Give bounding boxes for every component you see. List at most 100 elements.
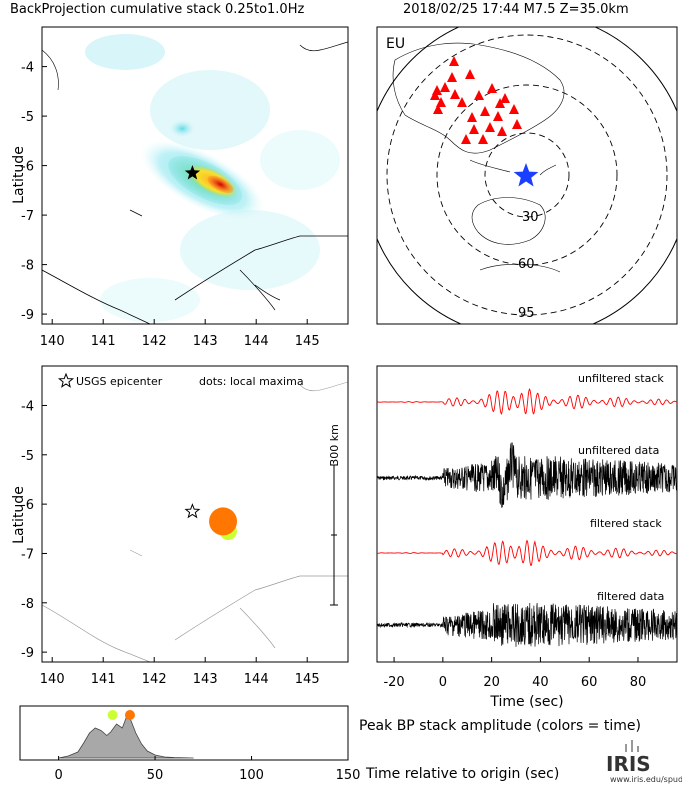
x-tick-label: 0 bbox=[54, 768, 62, 783]
event-info: 2018/02/25 17:44 M7.5 Z=35.0km bbox=[403, 2, 629, 17]
traces bbox=[376, 388, 678, 647]
trace-stack bbox=[376, 388, 678, 415]
y-tick-label: -5 bbox=[21, 449, 34, 464]
epicenter-star-globe bbox=[513, 163, 539, 187]
y-tick-label: -9 bbox=[21, 308, 34, 323]
x-tick-label: 144 bbox=[244, 672, 269, 687]
distance-ring-60 bbox=[436, 84, 618, 266]
ring-label-30: 30 bbox=[522, 210, 539, 225]
x-tick-label: 140 bbox=[40, 334, 65, 349]
x-tick-label: 40 bbox=[532, 675, 549, 690]
y-tick-label: -4 bbox=[21, 399, 34, 414]
coastline bbox=[42, 604, 151, 662]
station-triangle bbox=[433, 104, 443, 114]
station-triangle bbox=[474, 90, 484, 100]
x-tick-label: 80 bbox=[630, 675, 647, 690]
station-triangle bbox=[469, 124, 479, 134]
y-tick-label: -9 bbox=[21, 646, 34, 661]
station-triangle bbox=[449, 56, 459, 66]
station-triangle bbox=[447, 72, 457, 82]
legend-star-icon bbox=[57, 372, 75, 388]
station-triangle bbox=[497, 126, 507, 136]
bp-map-ticks: 140 141 142 143 144 145 -4 -5 -6 -7 -8 -9 bbox=[21, 61, 320, 349]
station-triangle bbox=[432, 85, 442, 95]
y-tick-label: -7 bbox=[21, 547, 34, 562]
scale-bar bbox=[330, 464, 338, 606]
trace-label-4: filtered data bbox=[597, 590, 664, 603]
x-tick-label: 140 bbox=[40, 672, 65, 687]
logo-url: www.iris.edu/spud bbox=[610, 775, 682, 784]
station-map-panel: EU 30 60 95 bbox=[376, 26, 678, 325]
y-tick-label: -5 bbox=[21, 110, 34, 125]
bp-pale-blob bbox=[100, 278, 200, 322]
station-triangle bbox=[509, 104, 519, 114]
peak-amp-xlabel: Time relative to origin (sec) bbox=[365, 766, 559, 782]
coastline bbox=[42, 269, 151, 324]
trace-label-3: filtered stack bbox=[590, 517, 662, 530]
network-label: EU bbox=[386, 36, 405, 52]
x-tick-label: 145 bbox=[295, 334, 320, 349]
local-maxima bbox=[209, 507, 238, 541]
coastline bbox=[299, 41, 348, 52]
x-tick-label: 141 bbox=[91, 672, 116, 687]
traces-xlabel: Time (sec) bbox=[489, 694, 563, 710]
x-tick-label: 141 bbox=[91, 334, 116, 349]
coastline bbox=[239, 607, 276, 649]
bp-map-frame bbox=[41, 26, 349, 325]
coastline bbox=[174, 235, 348, 301]
y-tick-label: -8 bbox=[21, 259, 34, 274]
coastline bbox=[129, 209, 143, 217]
logo-text: IRIS bbox=[606, 752, 651, 776]
continent-antarctica bbox=[479, 263, 561, 273]
station-triangle bbox=[450, 89, 460, 99]
station-triangle bbox=[457, 97, 467, 107]
local-maximum-dot bbox=[209, 507, 238, 536]
bp-map-panel: 140 141 142 143 144 145 -4 -5 -6 -7 -8 -9 Latitude bbox=[11, 26, 349, 349]
x-tick-label: -20 bbox=[383, 675, 404, 690]
peak-amp-markers bbox=[107, 710, 135, 720]
scale-label: 300 km bbox=[328, 424, 341, 466]
trace-data bbox=[376, 442, 678, 508]
station-triangle bbox=[495, 98, 505, 108]
y-tick-label: -6 bbox=[21, 160, 34, 175]
station-triangle bbox=[436, 97, 446, 107]
epicenter-star bbox=[184, 165, 201, 180]
peak-amp-caption: Peak BP stack amplitude (colors = time) bbox=[359, 718, 641, 734]
ring-label-60: 60 bbox=[518, 257, 535, 272]
ring-label-95: 95 bbox=[518, 306, 535, 321]
bp-pale-blob bbox=[260, 130, 340, 190]
trace-data bbox=[376, 602, 678, 647]
continent-australia bbox=[471, 197, 546, 245]
bp-pale-blob bbox=[180, 210, 320, 290]
globe-area bbox=[377, 27, 677, 324]
peak-marker bbox=[107, 710, 118, 720]
station-triangle bbox=[465, 69, 475, 79]
x-tick-label: 145 bbox=[295, 672, 320, 687]
peak-amp-ticks: 0 50 100 150 bbox=[54, 756, 360, 783]
bp-map-area bbox=[42, 34, 348, 324]
peak-marker bbox=[124, 710, 135, 720]
x-tick-label: 144 bbox=[244, 334, 269, 349]
y-tick-label: -4 bbox=[21, 61, 34, 76]
bp-pale-blob bbox=[150, 70, 270, 150]
maxima-map-panel: 140 141 142 143 144 145-4-5-6-7-8-9 Latitude … bbox=[11, 365, 349, 687]
station-triangle bbox=[461, 134, 471, 144]
legend-dots: dots: local maxima bbox=[199, 375, 304, 388]
x-tick-label: 0 bbox=[439, 675, 447, 690]
traces-ticks: -20 0 20 40 60 80 bbox=[383, 657, 646, 690]
station-map-frame bbox=[376, 26, 678, 325]
x-tick-label: 143 bbox=[193, 672, 218, 687]
y-tick-label: -6 bbox=[21, 498, 34, 513]
trace-stack bbox=[377, 539, 678, 566]
x-tick-label: 60 bbox=[581, 675, 598, 690]
station-triangle bbox=[493, 111, 503, 121]
traces-panel: unfiltered stack unfiltered data filtere… bbox=[376, 365, 678, 710]
coastline bbox=[129, 549, 143, 557]
station-triangle bbox=[480, 106, 490, 116]
stations bbox=[430, 56, 522, 144]
trace-label-1: unfiltered stack bbox=[578, 372, 664, 385]
legend-epicenter: USGS epicenter bbox=[76, 375, 163, 388]
station-triangle bbox=[512, 119, 522, 129]
station-triangle bbox=[500, 93, 510, 103]
